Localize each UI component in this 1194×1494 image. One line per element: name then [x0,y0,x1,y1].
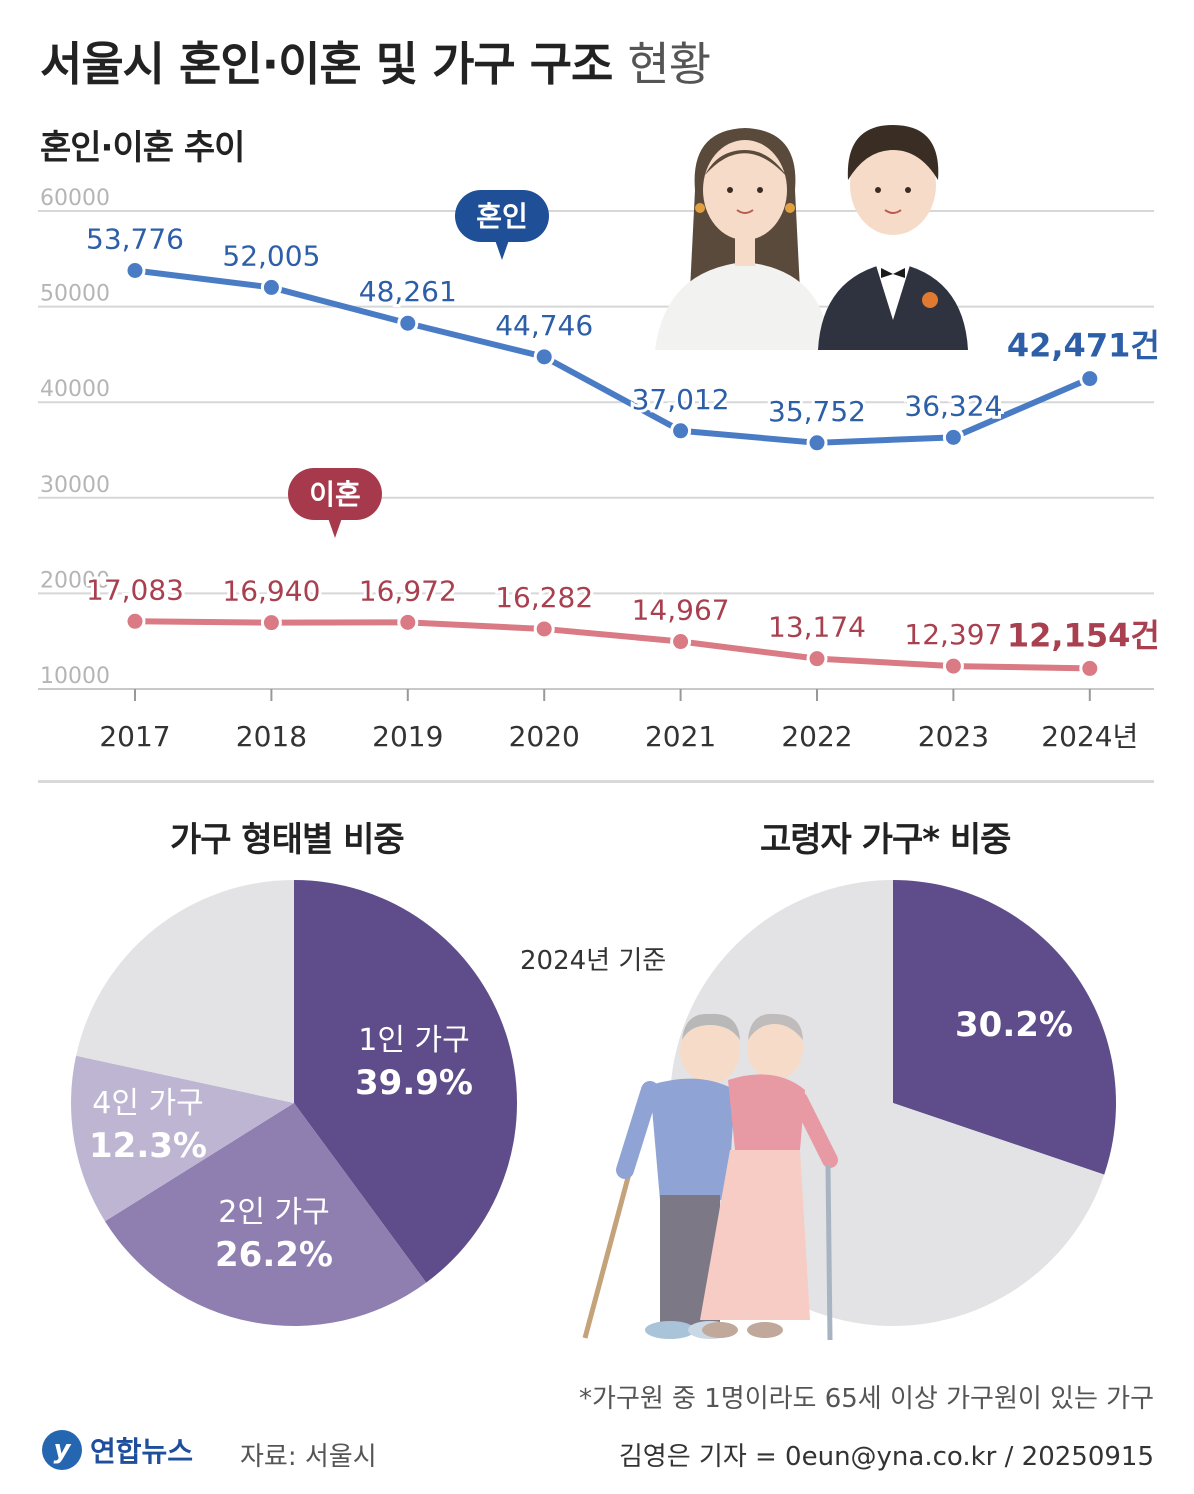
household-slice-value: 26.2% [215,1235,333,1275]
divorce-value-label: 12,397 [904,618,1002,651]
y-tick-label: 60000 [40,186,110,211]
elderly-pie-slice [893,880,1116,1175]
household-pie-slice [71,1055,294,1222]
marriage-point [260,276,282,298]
x-tick-label: 2023 [918,720,989,753]
household-slice-value: 12.3% [89,1126,207,1166]
line-chart-title: 혼인·이혼 추이 [40,128,245,168]
marriage-value-label: 36,324 [904,389,1002,422]
household-slice-value: 39.9% [355,1063,473,1103]
marriage-point [670,420,692,442]
credit-line: 김영은 기자 = 0eun@yna.co.kr / 20250915 [618,1442,1154,1472]
section-divider [38,780,1154,783]
x-tick-label: 2024년 [1041,720,1138,753]
y-tick-label: 30000 [40,473,110,498]
bride-illustration [655,128,830,350]
marriage-value-label: 48,261 [359,275,457,308]
x-tick-label: 2017 [99,720,170,753]
divorce-value-label: 13,174 [768,611,866,644]
value-label-halo: 44,746 [495,309,593,342]
divorce-line [134,618,1090,672]
marriage-point [533,346,555,368]
pie-charts: 1인 가구 39.9% 2인 가구 26.2% 4인 가구 12.3% 30.2% [71,880,1116,1341]
marriage-tag: 혼인 [455,190,549,260]
household-pie-title: 가구 형태별 비중 [170,820,405,860]
marriage-value-label: 37,012 [632,383,730,416]
divorce-point [533,618,555,640]
household-pie-slice [294,880,517,1283]
x-tick-label: 2020 [509,720,580,753]
value-label-halo: 36,324 [904,389,1002,422]
marriage-value-label: 35,752 [768,395,866,428]
value-label-halo: 52,005 [222,239,320,272]
household-pie-slice [104,1103,427,1326]
marriage-value-label: 42,471건 [1007,327,1160,365]
x-tick-label: 2019 [372,720,443,753]
marriage-value-label: 44,746 [495,309,593,342]
elderly-couple-illustration [582,1013,838,1341]
value-label-halo: 48,261 [359,275,457,308]
page-title: 서울시 혼인·이혼 및 가구 구조 현황 [40,28,711,94]
yonhap-logo: y 연합뉴스 [42,1430,193,1470]
marriage-point [942,426,964,448]
yonhap-logo-mark: y [42,1430,82,1470]
page-title-main: 서울시 혼인·이혼 및 가구 구조 [40,37,613,91]
divorce-value-label: 17,083 [86,573,184,606]
page-title-light: 현황 [627,37,711,91]
marriage-point [1079,368,1101,390]
svg-text:이혼: 이혼 [309,478,361,511]
household-slice-label: 1인 가구 [358,1023,469,1058]
source-note: 자료: 서울시 [240,1442,377,1472]
value-label-halo: 14,967 [632,594,730,627]
marriage-point [124,260,146,282]
value-label-halo: 17,083 [86,573,184,606]
value-label-halo: 13,174 [768,611,866,644]
x-tick-label: 2022 [781,720,852,753]
marriage-line [134,267,1091,446]
value-label-halo: 16,972 [359,574,457,607]
marriage-value-label: 53,776 [86,223,184,256]
divorce-point [1079,657,1101,679]
elderly-pie-title: 고령자 가구* 비중 [760,820,1011,860]
marriage-value-label: 52,005 [222,239,320,272]
divorce-tag: 이혼 [288,468,382,538]
divorce-value-label: 16,940 [222,575,320,608]
divorce-value-label: 16,972 [359,574,457,607]
value-label-halo: 53,776 [86,223,184,256]
value-label-halo: 16,940 [222,575,320,608]
divorce-value-label: 12,154건 [1007,616,1160,654]
value-label-halo: 37,012 [632,383,730,416]
divorce-value-label: 16,282 [495,581,593,614]
y-tick-label: 40000 [40,377,110,402]
footnote: *가구원 중 1명이라도 65세 이상 가구원이 있는 가구 [579,1384,1154,1414]
groom-illustration [818,125,968,350]
divorce-value-label: 14,967 [632,594,730,627]
elderly-slice-value: 30.2% [955,1005,1073,1045]
divorce-point [260,612,282,634]
y-tick-label: 20000 [40,568,110,593]
y-tick-label: 50000 [40,282,110,307]
value-label-halo: 12,397 [904,618,1002,651]
marriage-point [397,312,419,334]
divorce-point [397,611,419,633]
divorce-point [942,655,964,677]
household-pie-slice [76,880,294,1103]
divorce-point [124,610,146,632]
value-label-halo: 16,282 [495,581,593,614]
x-tick-label: 2021 [645,720,716,753]
household-slice-label: 4인 가구 [92,1086,203,1121]
yonhap-logo-text: 연합뉴스 [90,1435,194,1468]
divorce-point [806,648,828,670]
household-slice-label: 2인 가구 [218,1195,329,1230]
line-chart: 60000 50000 40000 30000 20000 10000 2017 2018 2… [38,125,1160,753]
divorce-point [670,631,692,653]
svg-text:혼인: 혼인 [476,200,528,233]
x-tick-label: 2018 [236,720,307,753]
y-tick-label: 10000 [40,664,110,689]
value-label-halo: 35,752 [768,395,866,428]
marriage-point [806,432,828,454]
basis-note: 2024년 기준 [520,946,667,976]
